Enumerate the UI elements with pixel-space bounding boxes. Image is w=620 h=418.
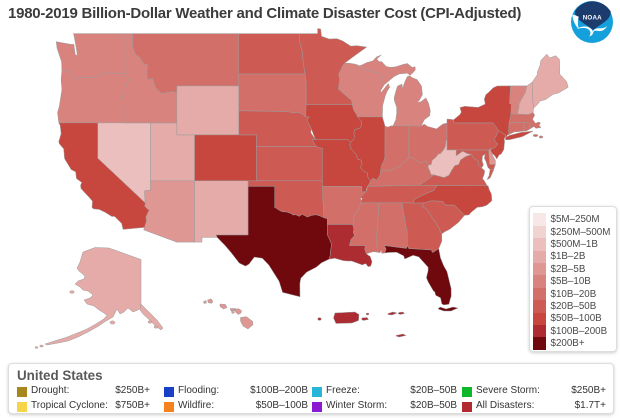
svg-text:NOAA: NOAA [583, 15, 602, 22]
